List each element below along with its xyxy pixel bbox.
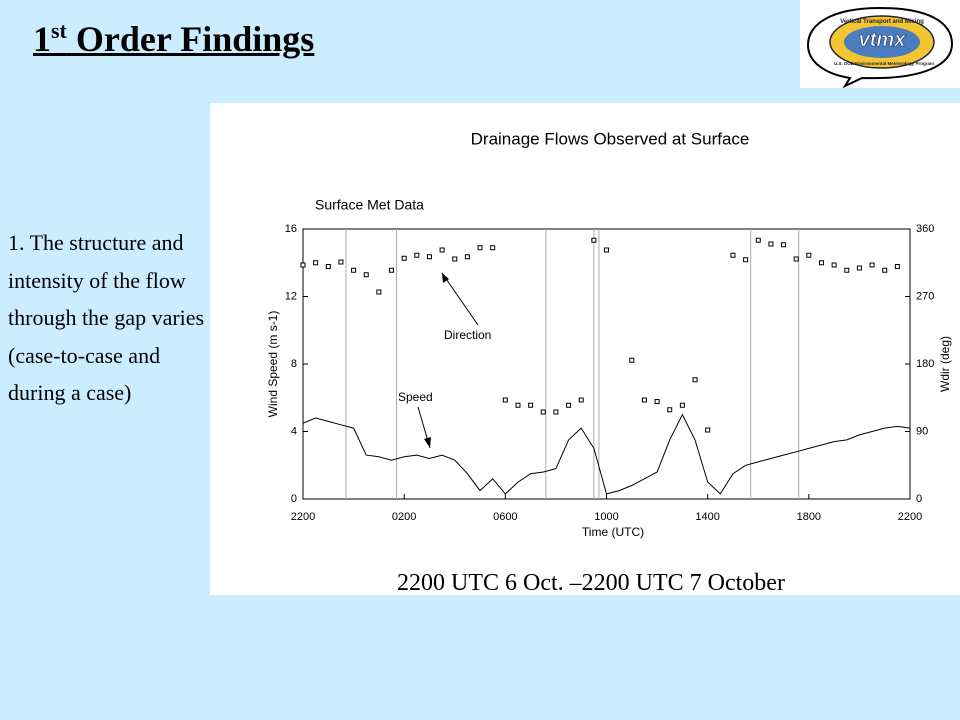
chart-subtitle: Surface Met Data [315, 197, 424, 213]
direction-point [882, 267, 888, 273]
logo-art: vtmx Vertical Transport and Mixing U.S. … [806, 6, 954, 89]
logo: vtmx Vertical Transport and Mixing U.S. … [800, 0, 960, 89]
direction-point [793, 256, 799, 262]
direction-point [566, 402, 572, 408]
direction-point [806, 252, 812, 258]
y-tick-label: 0 [291, 493, 297, 505]
direction-point [313, 260, 319, 266]
y-tick-label: 12 [285, 290, 297, 302]
x-tick-label: 1800 [797, 511, 821, 523]
slide-title: 1st Order Findings [33, 18, 314, 60]
y2-axis-label: Wdir (deg) [938, 336, 952, 392]
y-axis-label: Wind Speed (m s-1) [266, 311, 280, 418]
direction-point [452, 256, 458, 262]
x-axis-label: Time (UTC) [582, 525, 644, 539]
logo-ring-top: Vertical Transport and Mixing [840, 19, 924, 25]
direction-point [743, 257, 749, 263]
logo-name: vtmx [859, 29, 907, 51]
y-tick-label: 8 [291, 358, 297, 370]
title-suffix: st [51, 18, 67, 43]
speed-line [302, 413, 911, 495]
y2-tick-label: 180 [916, 358, 934, 370]
y2-tick-label: 90 [916, 425, 928, 437]
direction-point [351, 267, 357, 273]
direction-point [856, 265, 862, 271]
x-tick-label: 1000 [594, 511, 618, 523]
chart-panel [210, 103, 960, 595]
direction-point [679, 402, 685, 408]
body-text: 1. The structure and intensity of the fl… [8, 230, 205, 405]
annotation: Speed [398, 390, 433, 404]
x-tick-label: 2200 [898, 511, 922, 523]
x-tick-label: 0600 [493, 511, 517, 523]
direction-point [667, 407, 673, 413]
direction-point [464, 254, 470, 260]
direction-point [528, 402, 534, 408]
direction-point [591, 237, 597, 243]
direction-point [604, 247, 609, 253]
direction-point [705, 427, 711, 433]
direction-point [730, 252, 736, 258]
direction-point [540, 409, 546, 415]
direction-point [363, 272, 369, 278]
direction-point [338, 259, 344, 265]
plot-frame [302, 228, 911, 500]
direction-point [325, 264, 331, 269]
annotation-arrowhead [442, 273, 449, 283]
direction-point [894, 264, 900, 269]
direction-point [401, 255, 407, 261]
direction-point [692, 377, 698, 383]
annotation-arrowhead [424, 437, 431, 448]
x-tick-label: 0200 [392, 511, 416, 523]
direction-point [781, 242, 787, 248]
direction-point [414, 252, 420, 258]
caption: 2200 UTC 6 Oct. –2200 UTC 7 October [397, 570, 785, 596]
annotation-arrow [441, 272, 479, 326]
direction-point [490, 245, 496, 251]
x-tick-label: 2200 [291, 511, 315, 523]
y2-tick-label: 360 [916, 223, 934, 235]
chart: Drainage Flows Observed at Surface Surfa… [266, 129, 952, 539]
direction-point [641, 397, 647, 403]
direction-point [831, 262, 837, 268]
direction-point [768, 241, 774, 247]
y2-tick-label: 0 [916, 493, 922, 505]
x-tick-label: 1400 [695, 511, 719, 523]
direction-point [844, 267, 850, 273]
direction-point [515, 402, 521, 408]
direction-point [755, 237, 761, 243]
direction-point [300, 262, 306, 268]
direction-point [818, 260, 824, 266]
title-number: 1 [33, 19, 51, 59]
direction-point [502, 397, 508, 403]
annotation: Direction [444, 328, 491, 342]
logo-ring-bottom: U.S. DOE Environmental Meteorology Progr… [834, 61, 934, 66]
direction-point [578, 397, 584, 403]
direction-point [654, 399, 660, 404]
direction-point [389, 267, 395, 273]
direction-point [439, 247, 445, 253]
direction-point [629, 357, 635, 363]
y-tick-label: 4 [291, 425, 297, 437]
direction-point [376, 289, 382, 295]
chart-title: Drainage Flows Observed at Surface [471, 129, 750, 148]
direction-point [553, 409, 559, 415]
y-tick-label: 16 [285, 223, 297, 235]
title-text: Order Findings [75, 19, 315, 59]
y2-tick-label: 270 [916, 290, 934, 302]
direction-point [477, 245, 483, 251]
direction-point [426, 254, 432, 260]
direction-point [869, 262, 875, 268]
logo-center [844, 26, 920, 58]
